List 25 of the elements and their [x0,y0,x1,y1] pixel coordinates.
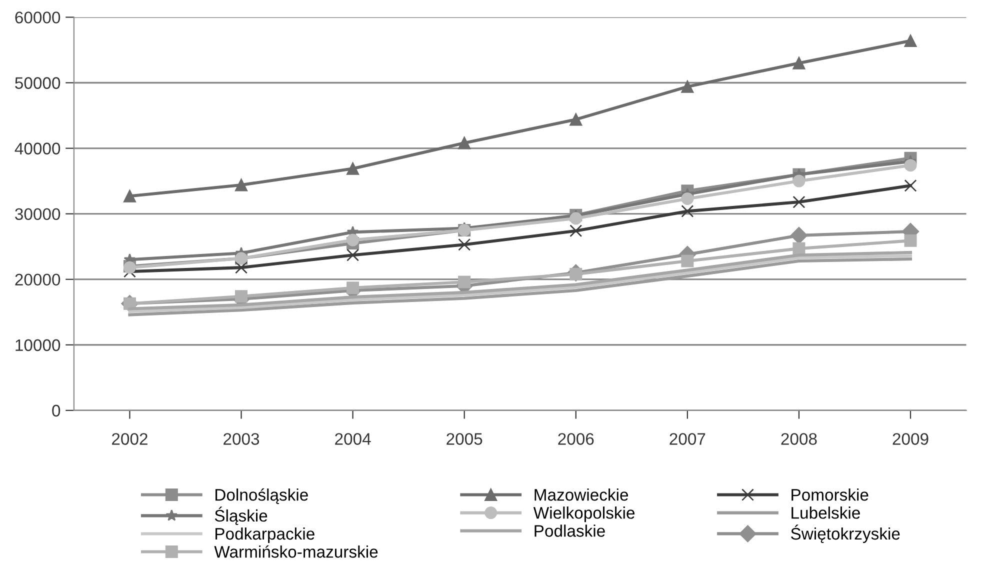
y-tick-label: 50000 [15,77,60,89]
x-tick-label: 2006 [558,433,594,445]
legend-label: Śląskie [214,506,268,525]
legend-label: Wielkopolskie [533,506,635,522]
y-tick-label: 20000 [15,274,60,286]
legend-label: Dolnośląskie [216,488,308,504]
legend-label: Pomorskie [792,488,868,501]
x-tick-label: 2004 [335,433,371,445]
x-tick-label: 2009 [892,433,928,445]
y-tick-label: 60000 [15,12,60,24]
x-tick-label: 2002 [112,433,148,445]
y-tick-label: 0 [52,404,60,417]
y-tick-label: 40000 [14,142,60,154]
x-tick-label: 2003 [224,433,260,445]
legend-label: Mazowieckie [534,488,628,501]
x-tick-label: 2007 [670,433,706,445]
legend-label: Lubelskie [792,506,860,519]
legend-label: Podkarpackie [216,527,314,544]
legend-label: Warmińsko-mazurskie [214,545,378,558]
legend-label: Świętokrzyskie [791,524,900,544]
y-tick-label: 30000 [15,208,60,220]
y-tick-label: 10000 [16,339,60,352]
x-tick-label: 2008 [781,433,817,445]
x-tick-label: 2005 [446,433,482,445]
legend-label: Podlaskie [534,524,605,537]
